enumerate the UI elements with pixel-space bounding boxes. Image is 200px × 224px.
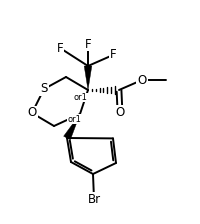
Text: or1: or1	[74, 93, 88, 102]
Text: Br: Br	[87, 192, 101, 205]
Text: O: O	[137, 73, 147, 86]
Text: O: O	[115, 106, 125, 118]
Text: S: S	[40, 82, 48, 95]
Polygon shape	[84, 66, 92, 90]
Text: O: O	[27, 106, 37, 119]
Polygon shape	[64, 114, 80, 140]
Text: or1: or1	[67, 114, 81, 123]
Text: F: F	[110, 49, 116, 62]
Text: F: F	[85, 37, 91, 50]
Text: F: F	[57, 41, 63, 54]
